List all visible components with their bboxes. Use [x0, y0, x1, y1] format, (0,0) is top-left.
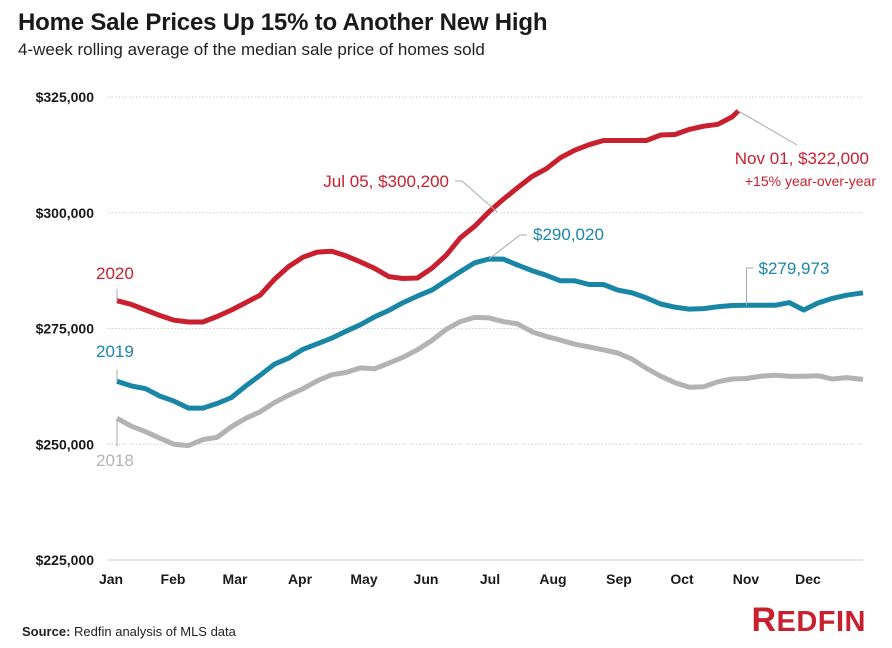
series-label-2020: 2020	[96, 264, 134, 283]
annotation-279973: $279,973	[759, 259, 830, 278]
series-line-2018	[115, 314, 864, 449]
x-tick-label: Aug	[539, 571, 566, 587]
source-label: Source:	[22, 624, 71, 639]
annotations: 2020 2019 2018 Jul 05, $300,200 Nov 01, $322…	[96, 110, 876, 470]
chart-subtitle: 4-week rolling average of the median sal…	[18, 40, 485, 59]
x-tick-label: Jul	[480, 571, 500, 587]
x-tick-label: Jun	[414, 571, 439, 587]
x-tick-label: Jan	[99, 571, 123, 587]
annotation-leader	[455, 180, 498, 213]
x-tick-label: May	[350, 571, 377, 587]
x-tick-label: Sep	[606, 571, 632, 587]
y-tick-label: $300,000	[36, 205, 95, 221]
chart-title: Home Sale Prices Up 15% to Another New H…	[18, 9, 548, 36]
x-tick-label: Apr	[288, 571, 313, 587]
y-axis-ticks: $225,000 $250,000 $275,000 $300,000 $325,000	[36, 89, 95, 568]
series-line-2019	[116, 256, 864, 411]
redfin-logo: REDFIN	[751, 601, 866, 640]
gridlines	[108, 96, 863, 561]
annotation-leader	[488, 234, 527, 260]
x-tick-label: Feb	[161, 571, 186, 587]
source-note: Source: Redfin analysis of MLS data	[22, 624, 236, 639]
y-tick-label: $325,000	[36, 89, 95, 105]
source-text: Redfin analysis of MLS data	[70, 624, 236, 639]
series-label-2018: 2018	[96, 451, 134, 470]
annotation-nov01-yoy: +15% year-over-year	[745, 173, 876, 189]
series-lines	[115, 109, 864, 449]
annotation-leader	[746, 267, 754, 306]
logo-rest: EDFIN	[776, 606, 866, 638]
annotation-290020: $290,020	[533, 225, 604, 244]
annotation-leader	[738, 110, 798, 146]
x-tick-label: Oct	[670, 571, 694, 587]
annotation-jul05: Jul 05, $300,200	[323, 172, 449, 191]
y-tick-label: $250,000	[36, 436, 95, 452]
annotation-nov01: Nov 01, $322,000	[735, 149, 869, 168]
x-axis-ticks: Jan Feb Mar Apr May Jun Jul Aug Sep Oct Nov Dec	[99, 571, 821, 587]
series-label-2019: 2019	[96, 342, 134, 361]
x-tick-label: Mar	[223, 571, 248, 587]
logo-initial: R	[751, 601, 777, 639]
x-tick-label: Nov	[733, 571, 760, 587]
series-line-2020	[116, 109, 741, 325]
y-tick-label: $275,000	[36, 321, 95, 337]
y-tick-label: $225,000	[36, 552, 95, 568]
x-tick-label: Dec	[795, 571, 821, 587]
